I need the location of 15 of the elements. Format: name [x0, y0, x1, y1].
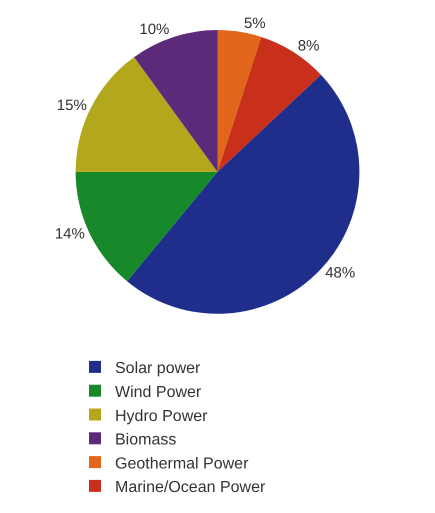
data-label: 48%: [325, 264, 356, 282]
legend-label: Solar power: [115, 360, 202, 378]
legend-label: Wind Power: [115, 384, 202, 401]
data-label: 15%: [56, 97, 87, 114]
pie-slice: [218, 36, 321, 172]
legend-label: Marine/Ocean Power: [115, 479, 266, 496]
data-label: 8%: [298, 38, 320, 55]
data-label: 14%: [54, 225, 85, 242]
data-label: 10%: [139, 20, 170, 38]
legend-label: Hydro Power: [115, 408, 208, 425]
data-label: 5%: [244, 14, 266, 32]
legend-label: Geothermal Power: [115, 455, 250, 472]
pie-slice: [127, 74, 360, 314]
legend-label: Biomass: [115, 432, 176, 449]
pie-slice: [218, 30, 262, 172]
